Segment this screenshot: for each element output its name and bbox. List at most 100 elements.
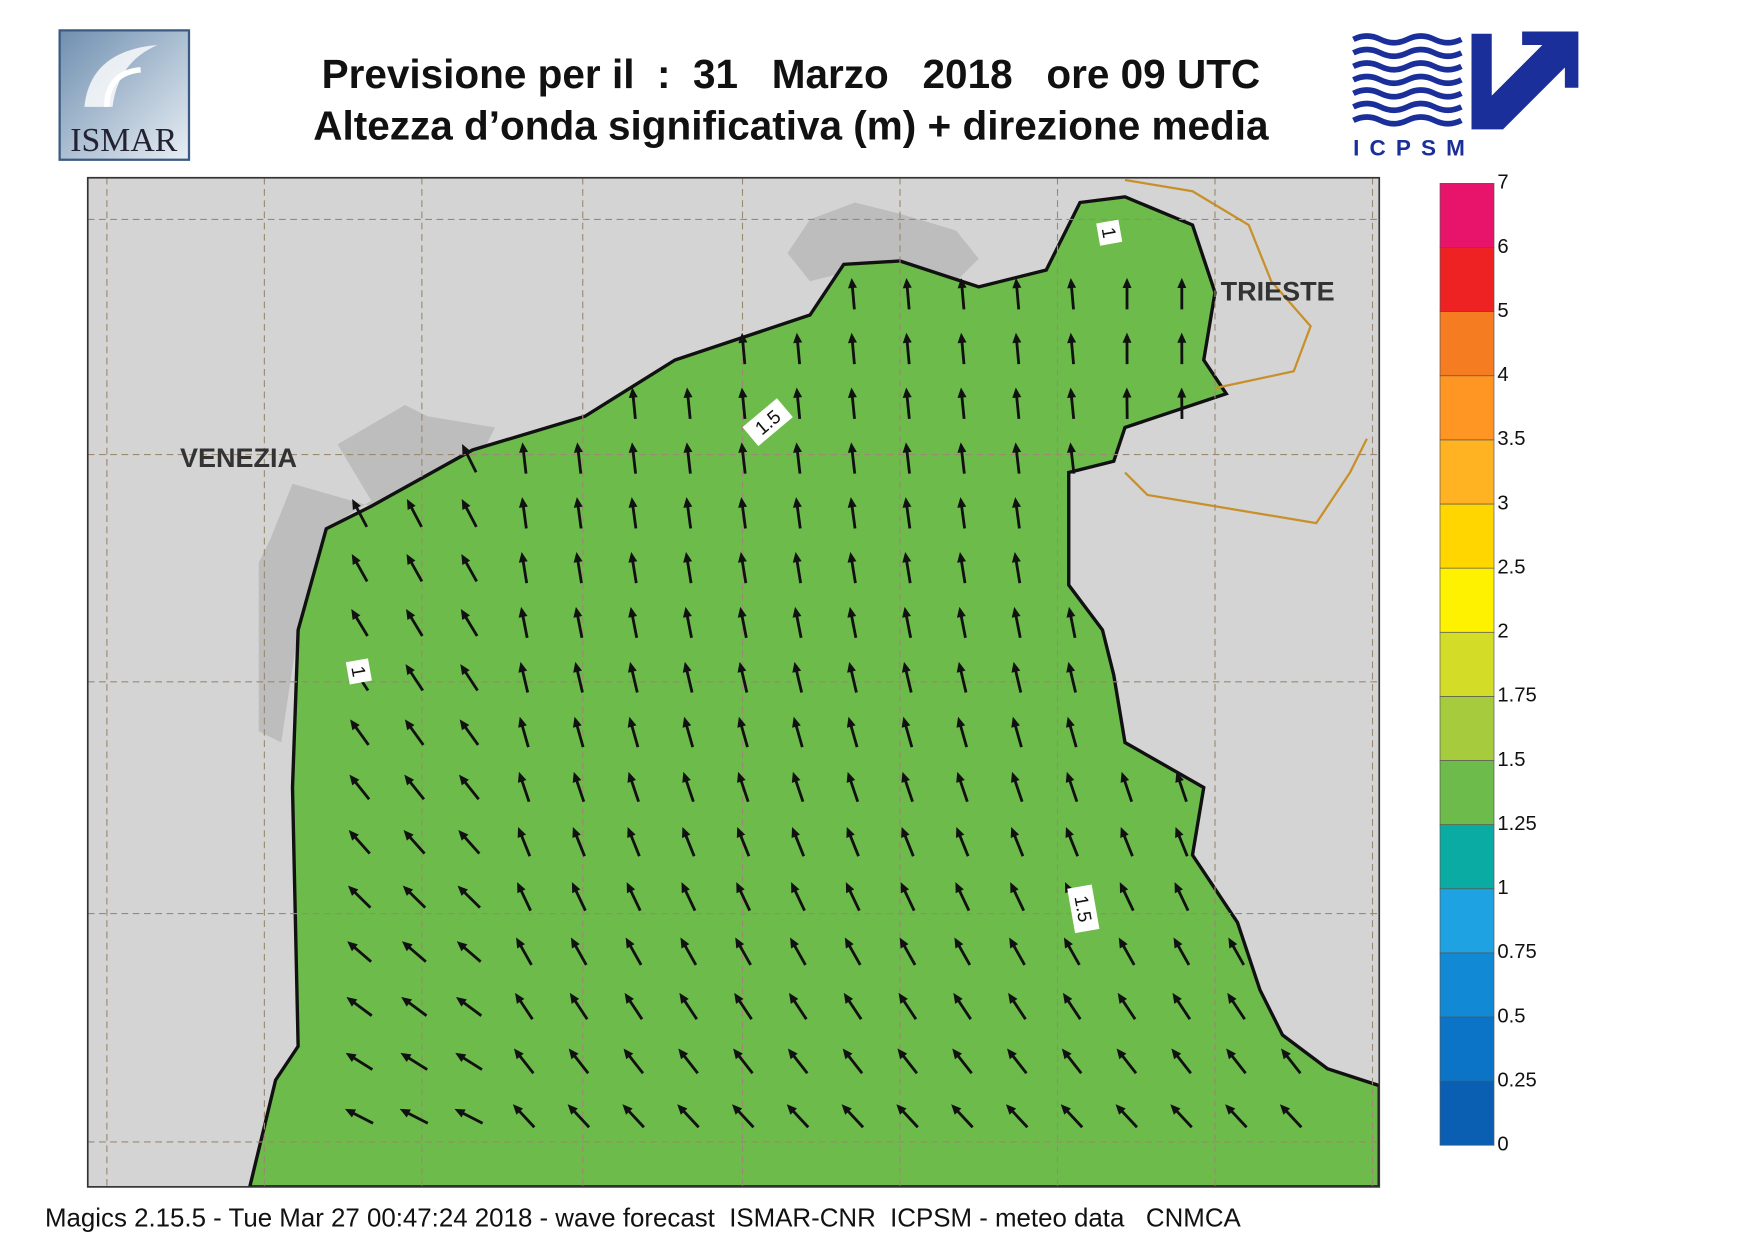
direction-arrow (351, 553, 369, 583)
arrow-head (1012, 277, 1022, 289)
arrow-head (682, 661, 692, 673)
direction-arrow (682, 826, 696, 857)
colorbar-label: 0.5 (1497, 1005, 1525, 1027)
arrow-head (519, 442, 529, 453)
direction-arrow (404, 719, 425, 746)
direction-arrow (1177, 332, 1187, 365)
colorbar-label: 1.5 (1497, 749, 1525, 771)
arrow-head (625, 937, 635, 949)
direction-arrow (1012, 497, 1022, 529)
direction-arrow (1116, 1048, 1138, 1075)
direction-arrow (461, 498, 478, 528)
arrow-head (1175, 771, 1184, 783)
direction-arrow (898, 992, 918, 1020)
direction-arrow (458, 830, 481, 855)
direction-arrow (680, 937, 698, 966)
arrow-head (573, 442, 583, 453)
colorbar-band (1439, 439, 1495, 505)
direction-arrow (1012, 387, 1022, 420)
arrow-head (518, 661, 528, 673)
arrow-head (737, 716, 747, 728)
arrow-head (461, 498, 471, 511)
direction-arrow (627, 826, 641, 857)
arrow-head (628, 661, 637, 673)
arrow-head (898, 992, 908, 1004)
arrow-head (1009, 937, 1019, 949)
direction-arrow (899, 937, 917, 966)
colorbar-band (1439, 760, 1495, 825)
direction-arrow (902, 387, 912, 420)
direction-arrow (902, 606, 913, 639)
arrow-head (956, 661, 966, 673)
direction-arrow (738, 387, 748, 420)
direction-arrow (901, 826, 915, 857)
arrow-head (900, 882, 910, 894)
arrow-head (627, 826, 636, 839)
arrow-head (901, 716, 911, 728)
direction-arrow (567, 1104, 591, 1129)
arrow-head (1067, 442, 1076, 453)
direction-arrow (737, 771, 750, 803)
direction-arrow (955, 882, 971, 912)
direction-arrow (623, 1048, 645, 1075)
direction-arrow (896, 1104, 919, 1129)
arrow-head (845, 882, 855, 894)
arrow-head (628, 387, 638, 399)
arrow-head (405, 664, 415, 676)
arrow-head (955, 882, 964, 894)
arrow-head (792, 606, 802, 618)
arrow-head (404, 774, 415, 786)
colorbar-band (1439, 567, 1495, 633)
arrow-head (738, 497, 748, 508)
direction-arrow (956, 716, 968, 748)
arrow-head (896, 1104, 907, 1115)
direction-arrow (793, 387, 803, 420)
direction-arrow (735, 937, 752, 966)
arrow-head (847, 442, 857, 453)
direction-arrow (955, 826, 970, 857)
direction-arrow (512, 1104, 536, 1129)
arrow-head (736, 882, 745, 894)
direction-arrow (953, 992, 972, 1020)
direction-arrow (1067, 387, 1077, 420)
arrow-head (953, 992, 963, 1004)
direction-arrow (843, 992, 863, 1020)
arrow-head (404, 719, 415, 731)
arrow-head (623, 1048, 634, 1060)
arrow-head (458, 830, 469, 841)
arrow-head (738, 387, 748, 399)
arrow-head (737, 606, 747, 618)
direction-arrow (951, 1104, 974, 1129)
arrow-head (1120, 826, 1129, 839)
arrow-head (626, 882, 636, 894)
arrow-head (1174, 882, 1183, 894)
city-label: VENEZIA (180, 443, 297, 473)
direction-arrow (738, 332, 748, 365)
arrow-head (793, 442, 803, 453)
arrow-head (518, 552, 528, 563)
arrow-head (456, 941, 468, 952)
arrow-head (1062, 992, 1073, 1004)
colorbar-label: 3 (1497, 492, 1508, 514)
direction-arrow (517, 826, 532, 857)
direction-arrow (1012, 332, 1022, 365)
arrow-head (902, 332, 912, 344)
direction-arrow (1171, 1048, 1192, 1075)
direction-arrow (456, 941, 482, 963)
arrow-head (1122, 387, 1132, 398)
arrow-head (683, 442, 693, 453)
arrow-head (1011, 716, 1020, 728)
arrow-head (791, 771, 801, 783)
arrow-head (899, 937, 909, 949)
direction-arrow (460, 664, 479, 692)
arrow-head (1011, 771, 1020, 783)
arrow-head (787, 1048, 798, 1060)
direction-arrow (1225, 1104, 1248, 1129)
arrow-head (518, 497, 528, 508)
arrow-head (844, 937, 854, 949)
arrow-head (344, 1108, 357, 1118)
colorbar-band (1439, 1080, 1495, 1146)
arrow-head (1228, 937, 1238, 949)
direction-arrow (902, 277, 912, 310)
arrow-head (516, 937, 525, 949)
